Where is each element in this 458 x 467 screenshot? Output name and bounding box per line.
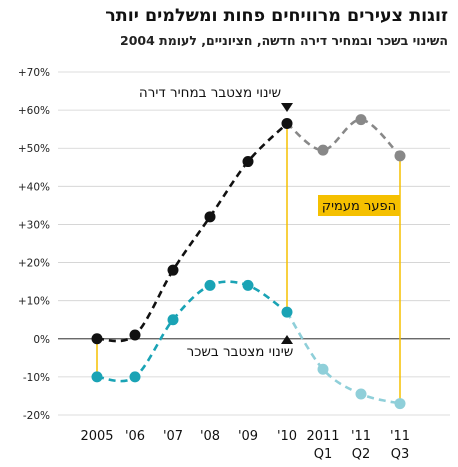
chart-title: זוגות צעירים מרוויחים פחות ומשלמים יותר [105, 6, 448, 26]
gap-annotation: הפער מעמיק [318, 195, 400, 216]
x-tick-label: Q3 [391, 447, 410, 462]
series-line-quarterly [286, 118, 401, 157]
y-tick-label: +70% [18, 67, 50, 79]
data-point [167, 314, 179, 326]
x-tick-label: '11 [390, 429, 410, 444]
x-tick-label: '11 [351, 429, 371, 444]
series-labels: שינוי מצטבר במחיר דירה שינוי מצטבר בשכר [139, 85, 293, 360]
series-label-housing: שינוי מצטבר במחיר דירה [139, 85, 281, 101]
x-tick-label: Q1 [314, 447, 333, 462]
chart-subtitle: השינוי בשכר ובמחיר דירה חדשה, חציוניים, … [120, 33, 448, 48]
series-markers [91, 114, 406, 410]
series-label-wages: שינוי מצטבר בשכר [187, 344, 294, 360]
data-point [394, 398, 406, 410]
data-point [204, 279, 216, 291]
y-axis-tick-labels: -20% -10% 0% +10% +20% +30% +40% +50% +60% +70% [18, 67, 50, 422]
y-tick-label: -10% [23, 372, 50, 384]
data-point [129, 329, 141, 341]
y-tick-label: +20% [18, 258, 50, 270]
pointer-triangle [281, 103, 293, 112]
data-point [281, 306, 293, 318]
data-point [129, 371, 141, 383]
series-line [96, 280, 288, 383]
pointer-triangle [281, 335, 293, 344]
x-tick-label: 2011 [306, 429, 339, 444]
grid-lines [58, 71, 450, 416]
y-tick-label: +10% [18, 296, 50, 308]
x-tick-label: '10 [277, 429, 297, 444]
data-point [167, 264, 179, 276]
y-tick-label: -20% [23, 410, 50, 422]
x-tick-label: 2005 [80, 429, 113, 444]
x-tick-label: Q2 [352, 447, 371, 462]
data-point [242, 156, 254, 168]
y-tick-label: +50% [18, 143, 50, 155]
x-tick-label: '09 [238, 429, 258, 444]
x-tick-label: '07 [163, 429, 183, 444]
y-tick-label: +30% [18, 219, 50, 231]
x-tick-label: '06 [125, 429, 145, 444]
data-point [394, 150, 406, 162]
data-point [204, 211, 216, 223]
data-point [242, 279, 254, 291]
y-tick-label: +40% [18, 181, 50, 193]
data-point [317, 363, 329, 375]
data-point [281, 117, 293, 129]
y-tick-label: +60% [18, 105, 50, 117]
data-point [91, 371, 103, 383]
data-point [355, 114, 367, 126]
gap-callout-box [318, 195, 400, 216]
gap-callout-text: הפער מעמיק [322, 199, 396, 214]
x-axis-tick-labels: 2005 '06 '07 '08 '09 '10 2011 Q1 '11 Q2 '11 Q3 [80, 429, 410, 462]
data-point [355, 388, 367, 400]
y-tick-label: 0% [33, 334, 50, 346]
x-tick-label: '08 [200, 429, 220, 444]
data-point [317, 144, 329, 156]
data-point [91, 333, 103, 345]
series-line-quarterly [285, 311, 401, 405]
series-line [96, 122, 288, 343]
